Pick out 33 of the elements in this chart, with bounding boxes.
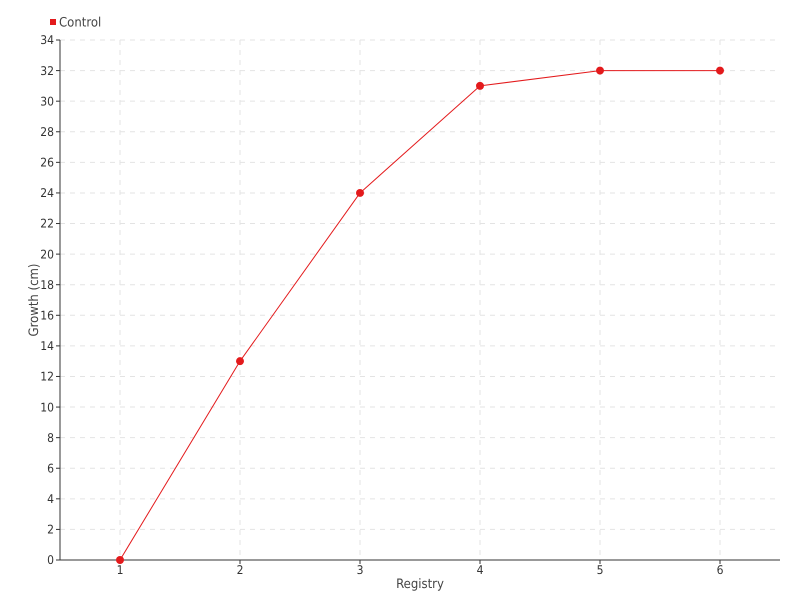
y-tick-label: 18 [40,278,54,292]
y-tick-label: 34 [40,33,54,48]
x-axis-title: Registry [396,577,444,592]
point [116,556,124,564]
y-tick-label: 28 [40,124,54,139]
y-tick-label: 24 [40,186,54,200]
y-tick-label: 8 [47,430,54,445]
y-tick-label: 20 [40,247,54,262]
point [236,357,244,366]
point [596,66,604,75]
x-tick-label: 1 [116,563,124,577]
y-tick-label: 2 [47,522,54,537]
y-tick-label: 6 [47,461,54,476]
x-tick-label: 6 [716,563,724,577]
y-tick-label: 16 [40,308,54,322]
point [716,66,724,75]
y-tick-label: 22 [40,216,54,231]
x-tick-label: 4 [476,563,484,577]
y-tick-label: 12 [40,370,54,384]
y-axis-title: Growth (cm) [27,264,42,336]
x-tick-label: 2 [236,563,244,577]
x-tick-label: 3 [356,563,364,577]
legend-label: Control [59,16,102,31]
y-tick-label: 30 [40,94,54,108]
y-tick-label: 26 [40,156,54,170]
y-tick-label: 10 [40,400,54,414]
y-tick-label: 4 [47,492,54,506]
x-tick-label: 5 [596,563,604,577]
point [476,82,484,90]
y-tick-label: 14 [40,339,54,354]
y-tick-label: 32 [40,64,54,78]
point [356,188,364,197]
y-tick-label: 0 [47,553,54,568]
